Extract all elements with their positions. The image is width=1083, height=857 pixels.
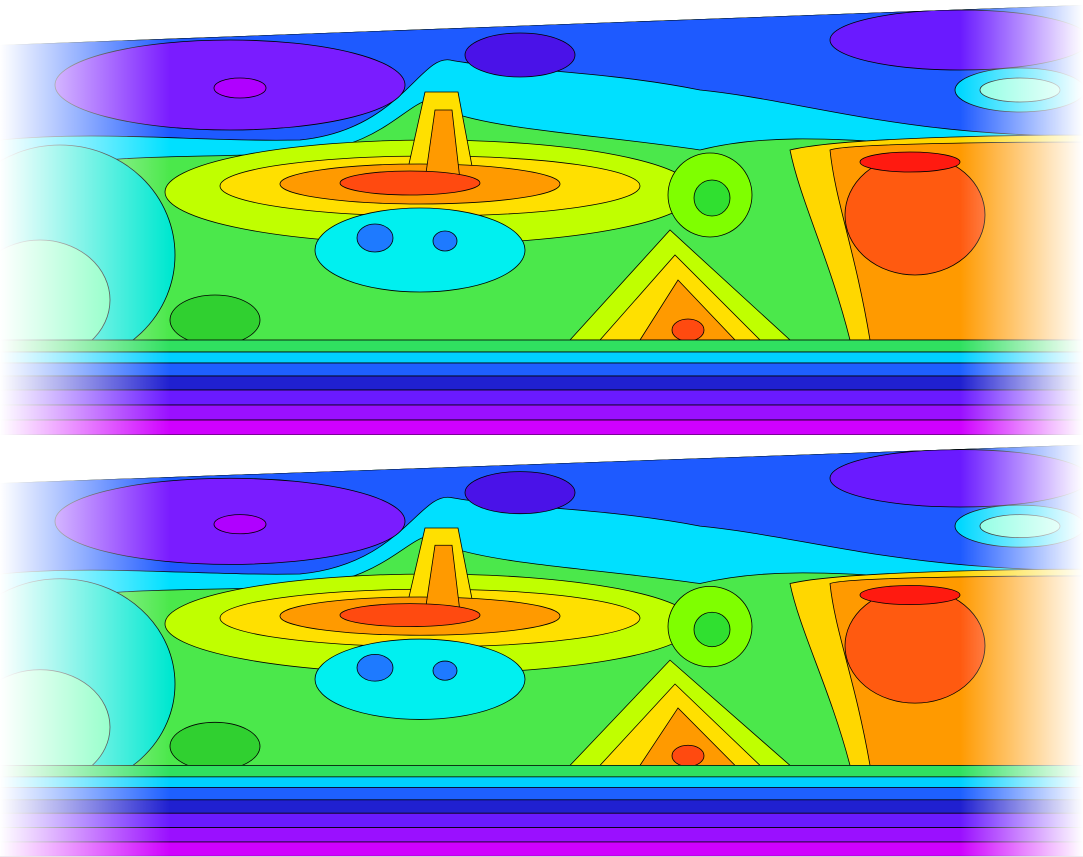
contour-panel-gridded <box>0 440 1083 856</box>
contour-figure <box>0 0 1083 857</box>
contour-panel-smooth <box>0 0 1083 435</box>
